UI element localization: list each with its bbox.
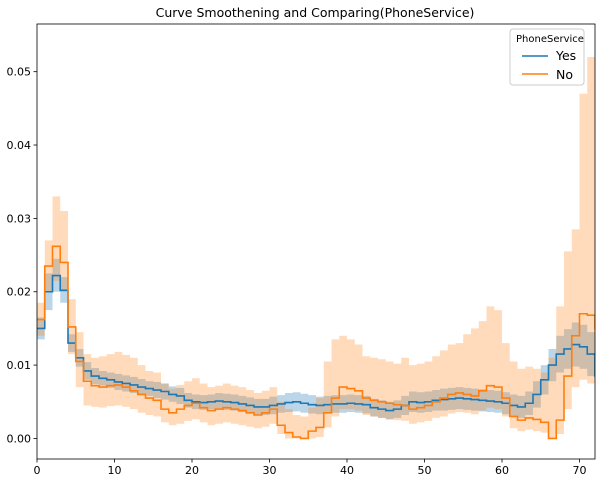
x-tick-label: 40 (340, 464, 354, 477)
x-tick-label: 30 (263, 464, 277, 477)
x-tick-label: 50 (418, 464, 432, 477)
y-tick-label: 0.01 (7, 359, 32, 372)
x-tick-label: 60 (495, 464, 509, 477)
chart-title: Curve Smoothening and Comparing(PhoneSer… (156, 5, 475, 20)
y-tick-label: 0.03 (7, 212, 32, 225)
axes-frame (36, 23, 596, 460)
ci-band-no (37, 27, 595, 439)
legend-title: PhoneService (516, 34, 584, 45)
y-tick-label: 0.00 (7, 432, 32, 445)
plot-area (37, 27, 595, 440)
ci-band-yes (37, 258, 595, 420)
series-line-no (37, 245, 595, 440)
x-tick-label: 10 (108, 464, 122, 477)
x-tick-label: 20 (185, 464, 199, 477)
x-tick-label: 0 (34, 464, 41, 477)
legend: PhoneService Yes No (509, 28, 585, 86)
y-tick-label: 0.02 (7, 286, 32, 299)
legend-box (509, 28, 585, 86)
y-tick-label: 0.04 (7, 139, 32, 152)
axes: 0 10 20 30 40 50 60 70 0.00 0.01 0.02 0.03 0.04 0.05 (7, 23, 596, 477)
legend-label-no: No (556, 67, 573, 82)
legend-label-yes: Yes (555, 48, 576, 63)
x-tick-label: 70 (573, 464, 587, 477)
y-tick-label: 0.05 (7, 66, 32, 79)
